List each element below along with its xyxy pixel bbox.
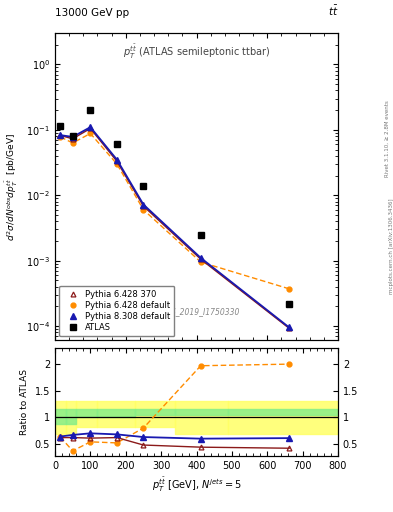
Pythia 6.428 default [88, 131, 93, 137]
Text: $p_T^{t\bar{t}}$ (ATLAS semileptonic ttbar): $p_T^{t\bar{t}}$ (ATLAS semileptonic ttb… [123, 42, 270, 61]
Text: ATLAS_2019_I1750330: ATLAS_2019_I1750330 [153, 307, 240, 316]
Legend: Pythia 6.428 370, Pythia 6.428 default, Pythia 8.308 default, ATLAS: Pythia 6.428 370, Pythia 6.428 default, … [59, 286, 174, 336]
Pythia 8.308 default [115, 157, 119, 163]
Pythia 6.428 370 [115, 158, 119, 164]
Pythia 6.428 default [141, 207, 146, 213]
Line: Pythia 8.308 default: Pythia 8.308 default [57, 124, 292, 330]
ATLAS [88, 107, 93, 113]
Pythia 8.308 default [198, 255, 203, 261]
Pythia 8.308 default [70, 134, 75, 140]
Pythia 6.428 370 [70, 136, 75, 142]
ATLAS [198, 231, 203, 238]
Y-axis label: $d^2\sigma / dN^{obs} dp^{t\bar{t}}_{T}$  [pb/GeV]: $d^2\sigma / dN^{obs} dp^{t\bar{t}}_{T}$… [4, 133, 20, 241]
Line: Pythia 6.428 370: Pythia 6.428 370 [58, 126, 292, 331]
Text: Rivet 3.1.10, ≥ 2.8M events: Rivet 3.1.10, ≥ 2.8M events [385, 100, 389, 177]
Pythia 6.428 370 [141, 203, 146, 209]
Pythia 8.308 default [141, 202, 146, 208]
Pythia 6.428 370 [287, 325, 292, 331]
Text: $t\bar{t}$: $t\bar{t}$ [327, 4, 338, 18]
Text: 13000 GeV pp: 13000 GeV pp [55, 8, 129, 18]
X-axis label: $p^{t\bar{t}}_{T}$ [GeV], $N^{jets} = 5$: $p^{t\bar{t}}_{T}$ [GeV], $N^{jets} = 5$ [152, 476, 241, 494]
ATLAS [70, 133, 75, 139]
Pythia 8.308 default [287, 325, 292, 331]
Text: mcplots.cern.ch [arXiv:1306.3436]: mcplots.cern.ch [arXiv:1306.3436] [389, 198, 393, 293]
Pythia 6.428 default [70, 140, 75, 146]
Y-axis label: Ratio to ATLAS: Ratio to ATLAS [20, 369, 29, 435]
ATLAS [141, 183, 146, 189]
Pythia 6.428 370 [88, 125, 93, 132]
Pythia 6.428 370 [58, 133, 63, 139]
Pythia 6.428 default [287, 286, 292, 292]
Line: ATLAS: ATLAS [57, 107, 292, 307]
Pythia 6.428 370 [198, 256, 203, 262]
Pythia 8.308 default [58, 132, 63, 138]
ATLAS [58, 123, 63, 129]
ATLAS [115, 141, 119, 147]
Line: Pythia 6.428 default: Pythia 6.428 default [58, 131, 292, 291]
ATLAS [287, 301, 292, 307]
Pythia 8.308 default [88, 124, 93, 130]
Pythia 6.428 default [58, 134, 63, 140]
Pythia 6.428 default [115, 161, 119, 167]
Pythia 6.428 default [198, 259, 203, 265]
